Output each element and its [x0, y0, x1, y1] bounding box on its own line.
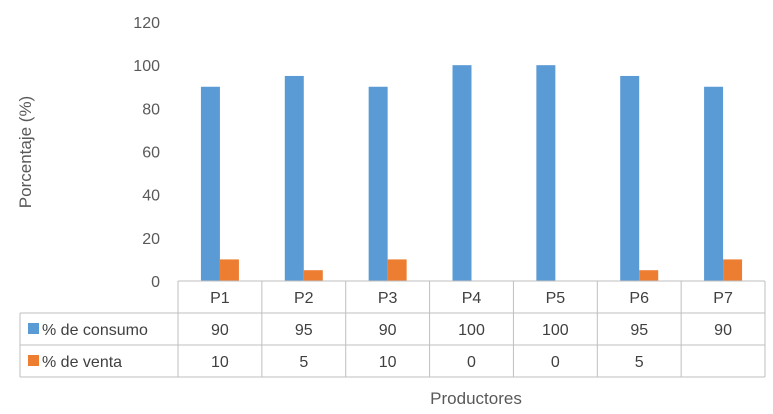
category-label: P7	[713, 290, 733, 307]
category-label: P1	[210, 290, 230, 307]
bar-consumo	[284, 75, 304, 281]
data-label: 0	[467, 354, 476, 371]
bar-venta	[219, 259, 239, 281]
bar-consumo	[620, 75, 640, 281]
legend-swatch	[28, 323, 39, 334]
data-label: 5	[635, 354, 644, 371]
data-label: 0	[551, 354, 560, 371]
legend-label: % de venta	[42, 354, 122, 371]
y-tick-label: 0	[151, 274, 160, 291]
y-axis-ticks: 0 20 40 60 80 100 120	[133, 15, 160, 291]
y-tick-label: 100	[133, 58, 160, 75]
data-label: 90	[714, 322, 732, 339]
data-label: 10	[379, 354, 397, 371]
bar-consumo	[536, 65, 556, 282]
y-tick-label: 80	[142, 101, 160, 118]
legend-swatch	[28, 355, 39, 366]
data-label: 90	[211, 322, 229, 339]
data-table: P1 P2 P3 P4 P5 P6 P7% de consumo 90 95 90 100 100 95…	[19, 280, 766, 378]
data-label: 100	[458, 322, 485, 339]
y-tick-label: 120	[133, 15, 160, 32]
x-axis-title: Productores	[430, 389, 522, 408]
bar-consumo	[368, 86, 388, 281]
bar-venta	[303, 270, 323, 281]
bar-venta	[387, 259, 407, 281]
category-label: P5	[546, 290, 566, 307]
bars	[200, 65, 743, 282]
data-label: 10	[211, 354, 229, 371]
bar-venta	[639, 270, 659, 281]
y-tick-label: 20	[142, 231, 160, 248]
bar-venta	[723, 259, 743, 281]
data-label: 100	[542, 322, 569, 339]
category-label: P6	[629, 290, 649, 307]
y-tick-label: 40	[142, 188, 160, 205]
legend-label: % de consumo	[42, 322, 148, 339]
category-label: P4	[462, 290, 482, 307]
y-axis-title: Porcentaje (%)	[16, 96, 35, 208]
data-label: 5	[299, 354, 308, 371]
category-label: P2	[294, 290, 314, 307]
data-label: 90	[379, 322, 397, 339]
bar-consumo	[704, 86, 724, 281]
bar-consumo	[452, 65, 472, 282]
bar-consumo	[200, 86, 220, 281]
data-label: 95	[630, 322, 648, 339]
y-tick-label: 60	[142, 145, 160, 162]
data-label: 95	[295, 322, 313, 339]
category-label: P3	[378, 290, 398, 307]
